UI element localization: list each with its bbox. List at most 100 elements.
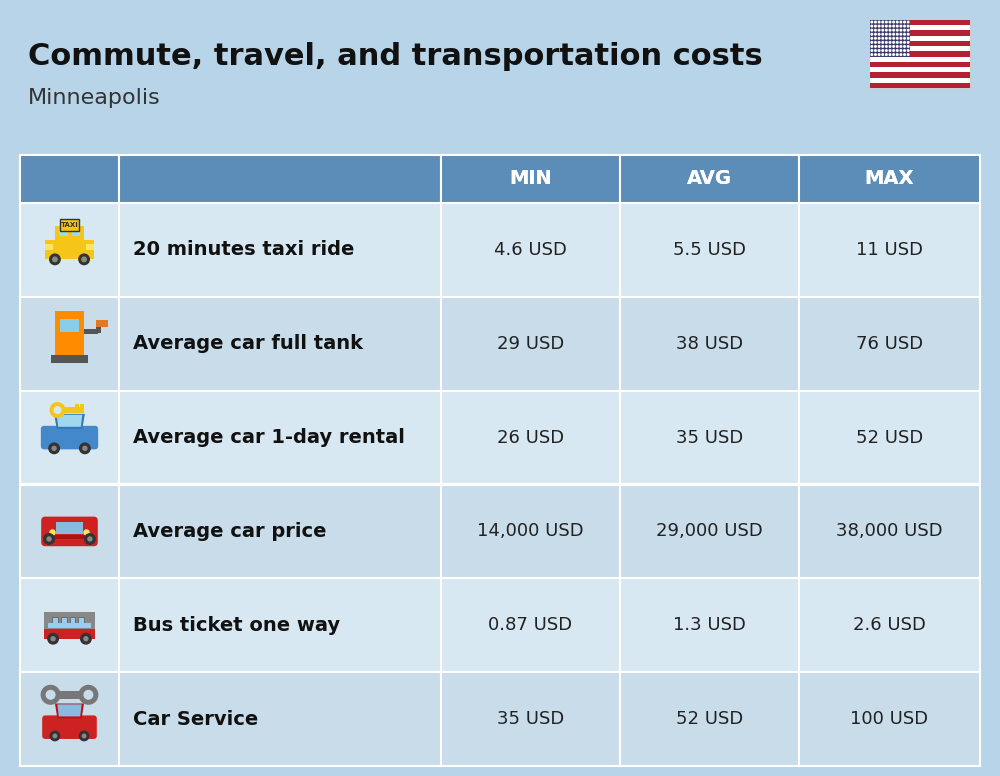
Bar	[74, 404, 78, 408]
FancyBboxPatch shape	[41, 426, 98, 449]
Bar	[870, 41, 970, 46]
Bar	[70, 617, 75, 626]
Bar	[56, 521, 83, 534]
Bar	[20, 297, 119, 390]
Circle shape	[874, 25, 877, 28]
Circle shape	[892, 49, 895, 52]
Circle shape	[82, 733, 87, 739]
Circle shape	[899, 29, 902, 32]
Circle shape	[878, 33, 881, 36]
Circle shape	[899, 49, 902, 52]
Circle shape	[870, 36, 873, 40]
Bar	[620, 155, 799, 203]
Circle shape	[903, 45, 906, 48]
Circle shape	[84, 533, 96, 545]
Circle shape	[83, 529, 90, 535]
Bar	[51, 691, 88, 698]
Bar	[119, 390, 441, 484]
Bar	[799, 155, 980, 203]
Text: Average car 1-day rental: Average car 1-day rental	[133, 428, 405, 447]
Circle shape	[48, 442, 60, 454]
Text: 2.6 USD: 2.6 USD	[853, 616, 926, 634]
Circle shape	[907, 41, 910, 44]
Circle shape	[885, 29, 888, 32]
Circle shape	[892, 25, 895, 28]
Circle shape	[889, 25, 892, 28]
Circle shape	[881, 53, 884, 56]
Circle shape	[881, 41, 884, 44]
Circle shape	[49, 254, 61, 265]
Circle shape	[896, 41, 899, 44]
Circle shape	[892, 20, 895, 23]
Bar	[799, 672, 980, 766]
Circle shape	[896, 49, 899, 52]
Polygon shape	[54, 414, 85, 429]
Bar	[20, 155, 119, 203]
Text: Average car full tank: Average car full tank	[133, 334, 363, 353]
Bar	[620, 390, 799, 484]
Text: AVG: AVG	[687, 169, 732, 189]
Circle shape	[50, 730, 60, 741]
Circle shape	[78, 684, 98, 705]
Circle shape	[870, 49, 873, 52]
Bar	[799, 484, 980, 578]
Circle shape	[870, 25, 873, 28]
Circle shape	[892, 29, 895, 32]
Bar	[48, 622, 91, 628]
Bar	[86, 244, 94, 250]
Circle shape	[878, 36, 881, 40]
Bar	[45, 244, 53, 250]
Bar	[119, 297, 441, 390]
Circle shape	[874, 45, 877, 48]
Circle shape	[874, 36, 877, 40]
Bar	[870, 30, 970, 36]
Bar	[20, 484, 119, 578]
Circle shape	[889, 20, 892, 23]
Bar	[60, 320, 79, 332]
Circle shape	[885, 45, 888, 48]
Text: 38 USD: 38 USD	[676, 334, 743, 353]
Circle shape	[896, 25, 899, 28]
Circle shape	[899, 20, 902, 23]
Text: 0.87 USD: 0.87 USD	[488, 616, 573, 634]
Text: MAX: MAX	[865, 169, 914, 189]
Bar	[441, 297, 620, 390]
Circle shape	[78, 254, 90, 265]
Bar	[799, 203, 980, 297]
Circle shape	[870, 53, 873, 56]
Circle shape	[41, 684, 61, 705]
Bar	[870, 72, 970, 78]
Circle shape	[907, 36, 910, 40]
Bar	[870, 46, 970, 51]
Circle shape	[889, 53, 892, 56]
Bar	[119, 155, 441, 203]
Text: 26 USD: 26 USD	[497, 428, 564, 446]
Circle shape	[899, 33, 902, 36]
Bar	[799, 155, 980, 203]
Bar	[96, 320, 108, 327]
Circle shape	[892, 53, 895, 56]
Circle shape	[889, 49, 892, 52]
Circle shape	[907, 53, 910, 56]
Circle shape	[885, 53, 888, 56]
FancyBboxPatch shape	[42, 715, 97, 739]
Bar	[620, 484, 799, 578]
Text: Commute, travel, and transportation costs: Commute, travel, and transportation cost…	[28, 42, 763, 71]
Circle shape	[889, 41, 892, 44]
Circle shape	[907, 49, 910, 52]
Bar	[51, 355, 88, 362]
Bar	[45, 241, 94, 259]
Circle shape	[881, 25, 884, 28]
FancyBboxPatch shape	[41, 517, 98, 546]
Bar	[870, 20, 910, 57]
Bar	[870, 20, 970, 26]
Circle shape	[907, 25, 910, 28]
Text: 76 USD: 76 USD	[856, 334, 923, 353]
Bar	[20, 672, 119, 766]
Bar	[799, 297, 980, 390]
Circle shape	[79, 730, 89, 741]
Bar	[52, 617, 58, 626]
Bar	[870, 62, 970, 67]
Text: Car Service: Car Service	[133, 709, 258, 729]
Circle shape	[81, 256, 87, 262]
